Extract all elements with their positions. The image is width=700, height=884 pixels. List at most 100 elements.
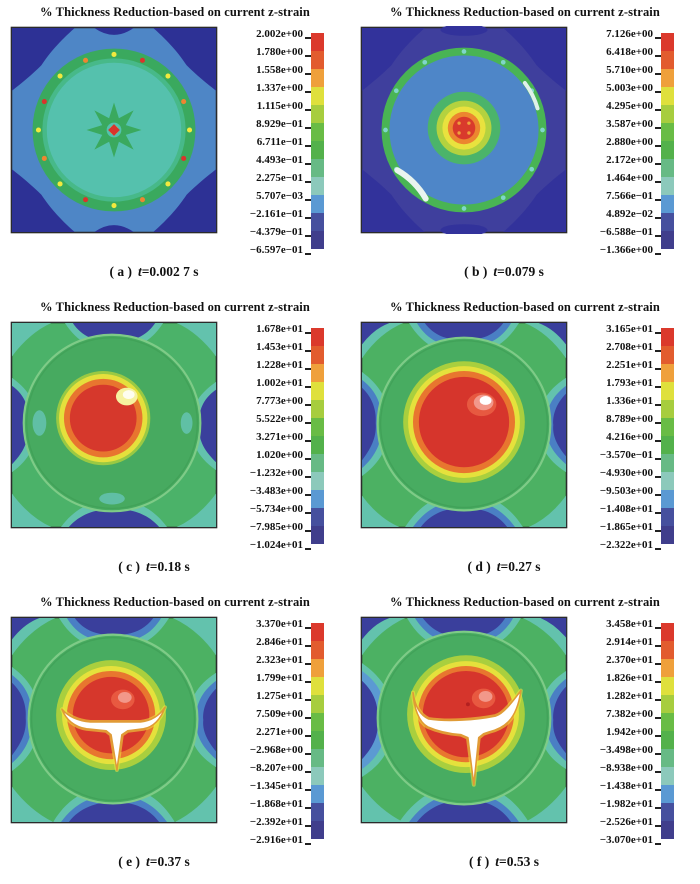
legend-tick	[655, 717, 661, 719]
legend-value: 2.323e+01	[256, 654, 303, 666]
legend-value: 3.370e+01	[256, 618, 303, 630]
colorbar-segment	[661, 382, 674, 400]
colorbar-segment	[661, 508, 674, 526]
legend-row: 7.566e−01	[583, 184, 661, 202]
colorbar-segment	[661, 400, 674, 418]
panel-f-content: 3.458e+01 2.914e+01 2.370e+01 1.826e+01 1.28…	[350, 611, 700, 851]
colorbar-segment	[661, 623, 674, 641]
legend-row: −9.503e+00	[583, 479, 661, 497]
legend-tick	[655, 771, 661, 773]
legend-row: 1.558e+00	[233, 58, 311, 76]
legend-value: 2.370e+01	[606, 654, 653, 666]
legend-tick	[305, 217, 311, 219]
colorbar-segment	[311, 641, 324, 659]
legend-row: 1.228e+01	[233, 353, 311, 371]
legend-row: −1.408e+01	[583, 497, 661, 515]
legend-row: −1.232e+00	[233, 461, 311, 479]
legend-row: −1.024e+01	[233, 533, 311, 551]
colorbar-segment	[661, 677, 674, 695]
legend-value: 2.708e+01	[606, 341, 653, 353]
legend-value: 7.566e−01	[606, 190, 653, 202]
legend-value: −4.379e−01	[249, 226, 303, 238]
corner-patches	[11, 322, 217, 528]
legend-row: 2.370e+01	[583, 648, 661, 666]
legend-row: 5.003e+00	[583, 76, 661, 94]
legend-value: 1.780e+00	[256, 46, 303, 58]
colorbar-segment	[661, 731, 674, 749]
legend-value: −3.483e+00	[249, 485, 303, 497]
legend-value: 5.003e+00	[606, 82, 653, 94]
legend-row: 5.707e−03	[233, 184, 311, 202]
colorbar-segment	[311, 141, 324, 159]
inner-teal-patches	[32, 410, 193, 505]
colorbar-labels: 1.678e+01 1.453e+01 1.228e+01 1.002e+01 7.77…	[233, 316, 311, 556]
legend-value: −6.597e−01	[249, 244, 303, 256]
legend-tick	[305, 789, 311, 791]
colorbar-segment	[311, 177, 324, 195]
legend-row: −2.161e−01	[233, 202, 311, 220]
caption-time: =0.37 s	[149, 854, 190, 869]
legend-tick	[305, 645, 311, 647]
colorbar-segment	[311, 436, 324, 454]
colorbar-segment	[661, 105, 674, 123]
colorbar-segment	[311, 87, 324, 105]
panel-e: % Thickness Reduction-based on current z…	[0, 590, 350, 884]
colorbar-segment	[661, 713, 674, 731]
legend-tick	[305, 627, 311, 629]
colorbar-segment	[311, 69, 324, 87]
legend-tick	[305, 253, 311, 255]
legend-value: 3.587e+00	[606, 118, 653, 130]
legend-value: −1.345e+01	[249, 780, 303, 792]
legend-row: 1.942e+00	[583, 720, 661, 738]
legend-row: −1.865e+01	[583, 515, 661, 533]
legend-row: −2.392e+01	[233, 810, 311, 828]
legend-row: 1.678e+01	[233, 317, 311, 335]
colorbar-legend: 3.165e+01 2.708e+01 2.251e+01 1.793e+01 1.33…	[583, 316, 674, 556]
legend-row: −1.345e+01	[233, 774, 311, 792]
colorbar-legend: 7.126e+00 6.418e+00 5.710e+00 5.003e+00 4.29…	[583, 21, 674, 261]
colorbar-segment	[661, 418, 674, 436]
legend-row: −1.366e+00	[583, 238, 661, 256]
colorbar-segment	[311, 382, 324, 400]
contour-plot-d	[360, 321, 568, 529]
legend-tick	[655, 109, 661, 111]
colorbar-segment	[311, 33, 324, 51]
colorbar-segment	[661, 454, 674, 472]
panel-b: % Thickness Reduction-based on current z…	[350, 0, 700, 295]
colorbar-segment	[661, 436, 674, 454]
legend-tick	[305, 181, 311, 183]
legend-tick	[655, 789, 661, 791]
legend-tick	[655, 807, 661, 809]
colorbar-segment	[311, 364, 324, 382]
colorbar-segment	[311, 328, 324, 346]
legend-row: 1.115e+00	[233, 94, 311, 112]
colorbar-segment	[661, 51, 674, 69]
colorbar-legend: 1.678e+01 1.453e+01 1.228e+01 1.002e+01 7.77…	[233, 316, 324, 556]
colorbar-segment	[661, 659, 674, 677]
colorbar-segment	[311, 159, 324, 177]
legend-row: 2.914e+01	[583, 630, 661, 648]
legend-value: 1.002e+01	[256, 377, 303, 389]
legend-value: 1.337e+00	[256, 82, 303, 94]
legend-tick	[305, 753, 311, 755]
panel-caption: ( b ) t=0.079 s	[350, 264, 658, 280]
legend-row: 1.275e+01	[233, 684, 311, 702]
legend-row: 3.165e+01	[583, 317, 661, 335]
legend-tick	[305, 163, 311, 165]
legend-tick	[655, 404, 661, 406]
legend-value: 1.020e+00	[256, 449, 303, 461]
legend-tick	[305, 458, 311, 460]
legend-row: 1.453e+01	[233, 335, 311, 353]
legend-value: 1.275e+01	[256, 690, 303, 702]
legend-tick	[655, 512, 661, 514]
legend-value: 5.710e+00	[606, 64, 653, 76]
panel-c-content: 1.678e+01 1.453e+01 1.228e+01 1.002e+01 7.77…	[0, 316, 350, 556]
colorbar-segment	[661, 490, 674, 508]
hot-highlight	[479, 396, 492, 405]
panel-caption: ( d ) t=0.27 s	[350, 559, 658, 575]
legend-value: 1.115e+00	[256, 100, 303, 112]
legend-tick	[305, 73, 311, 75]
caption-label: ( b )	[464, 264, 488, 279]
legend-value: 2.172e+00	[606, 154, 653, 166]
legend-value: 6.418e+00	[606, 46, 653, 58]
